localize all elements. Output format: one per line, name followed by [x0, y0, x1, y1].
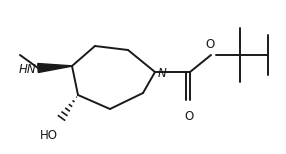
Text: HO: HO	[40, 129, 58, 142]
Text: N: N	[158, 67, 167, 79]
Text: HN: HN	[18, 63, 36, 75]
Text: O: O	[205, 38, 214, 51]
Text: O: O	[184, 110, 194, 123]
Polygon shape	[38, 63, 72, 73]
